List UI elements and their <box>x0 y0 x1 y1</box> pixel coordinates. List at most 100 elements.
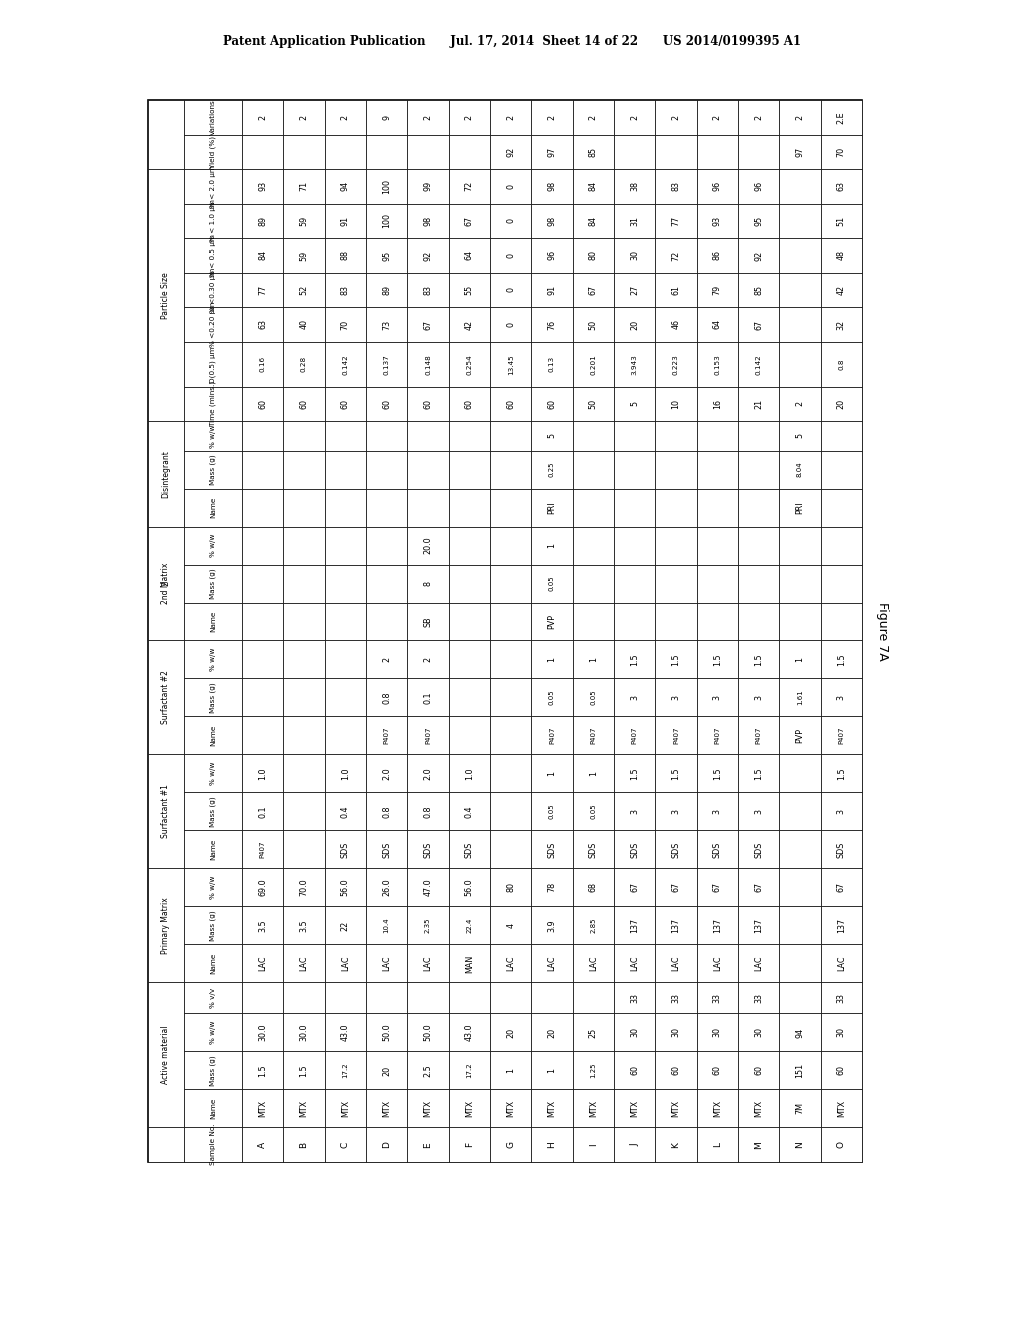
Bar <box>738 135 779 169</box>
Bar <box>449 1014 490 1052</box>
Bar <box>284 387 325 421</box>
Bar <box>184 135 242 169</box>
Text: 60: 60 <box>506 399 515 409</box>
Text: SDS: SDS <box>382 841 391 858</box>
Bar <box>531 982 572 1014</box>
Text: 2: 2 <box>589 115 598 120</box>
Bar <box>366 602 408 640</box>
Bar <box>284 1014 325 1052</box>
Text: 33: 33 <box>672 993 681 1003</box>
Bar <box>449 450 490 488</box>
Bar <box>284 869 325 907</box>
Bar <box>572 135 614 169</box>
Bar <box>284 907 325 944</box>
Text: 0.05: 0.05 <box>590 689 596 705</box>
Bar <box>820 421 862 450</box>
Text: 60: 60 <box>465 399 474 409</box>
Text: 1.61: 1.61 <box>797 689 803 705</box>
Text: 83: 83 <box>341 285 350 294</box>
Bar <box>284 450 325 488</box>
Bar <box>490 238 531 273</box>
Bar <box>531 238 572 273</box>
Bar <box>696 169 738 203</box>
Text: 52: 52 <box>299 285 308 296</box>
Bar <box>614 421 655 450</box>
Bar <box>148 640 184 755</box>
Bar <box>531 169 572 203</box>
Text: 85: 85 <box>754 285 763 294</box>
Bar <box>366 527 408 565</box>
Text: 67: 67 <box>672 882 681 892</box>
Bar <box>696 944 738 982</box>
Text: 30.0: 30.0 <box>258 1024 267 1041</box>
Bar <box>738 273 779 308</box>
Bar <box>779 421 820 450</box>
Bar <box>820 792 862 830</box>
Bar <box>820 387 862 421</box>
Bar <box>779 755 820 792</box>
Text: 84: 84 <box>589 216 598 226</box>
Bar <box>531 387 572 421</box>
Bar <box>449 717 490 755</box>
Bar <box>779 135 820 169</box>
Text: 76: 76 <box>548 319 556 330</box>
Bar <box>614 830 655 869</box>
Text: 2.85: 2.85 <box>590 917 596 933</box>
Text: 100: 100 <box>382 214 391 228</box>
Bar <box>148 1127 184 1162</box>
Text: 98: 98 <box>424 215 432 226</box>
Bar <box>779 907 820 944</box>
Text: F: F <box>465 1142 474 1147</box>
Text: 67: 67 <box>589 285 598 294</box>
Bar <box>572 1014 614 1052</box>
Text: 33: 33 <box>837 993 846 1003</box>
Text: 0.4: 0.4 <box>465 805 474 817</box>
Text: 0: 0 <box>506 253 515 257</box>
Bar <box>655 527 696 565</box>
Bar <box>820 602 862 640</box>
Bar <box>325 755 366 792</box>
Bar <box>325 342 366 387</box>
Text: MTX: MTX <box>589 1100 598 1117</box>
Text: 4: 4 <box>506 923 515 928</box>
Bar <box>284 944 325 982</box>
Bar <box>655 678 696 717</box>
Bar <box>655 450 696 488</box>
Bar <box>655 982 696 1014</box>
Bar <box>366 755 408 792</box>
Text: 85: 85 <box>589 147 598 157</box>
Text: 1: 1 <box>548 1068 556 1073</box>
Text: 67: 67 <box>754 319 763 330</box>
Bar <box>738 100 779 135</box>
Bar <box>614 450 655 488</box>
Text: 1: 1 <box>589 657 598 663</box>
Text: 20: 20 <box>630 319 639 330</box>
Bar <box>696 203 738 238</box>
Text: 98: 98 <box>548 215 556 226</box>
Text: 1: 1 <box>589 771 598 776</box>
Bar <box>408 308 449 342</box>
Text: Mass (g): Mass (g) <box>210 796 216 826</box>
Bar <box>408 169 449 203</box>
Bar <box>325 203 366 238</box>
Bar <box>449 602 490 640</box>
Text: 33: 33 <box>630 993 639 1003</box>
Bar <box>614 273 655 308</box>
Bar <box>148 421 184 527</box>
Bar <box>738 869 779 907</box>
Bar <box>820 488 862 527</box>
Bar <box>779 450 820 488</box>
Text: 3: 3 <box>630 696 639 700</box>
Text: 68: 68 <box>589 883 598 892</box>
Bar <box>738 717 779 755</box>
Text: 151: 151 <box>796 1063 805 1078</box>
Bar <box>366 308 408 342</box>
Bar <box>242 135 284 169</box>
Bar <box>408 1052 449 1089</box>
Bar <box>696 308 738 342</box>
Text: 33: 33 <box>713 993 722 1003</box>
Bar <box>614 1089 655 1127</box>
Text: 67: 67 <box>630 882 639 892</box>
Text: LAC: LAC <box>258 956 267 972</box>
Bar <box>614 169 655 203</box>
